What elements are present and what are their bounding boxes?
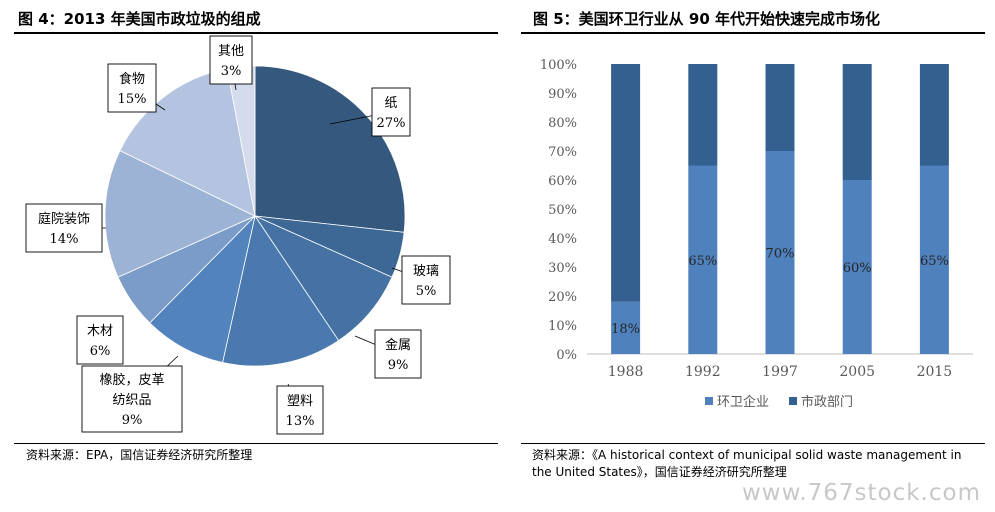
y-tick-label: 50% xyxy=(548,203,577,218)
slice-category-label-5: 木材 xyxy=(87,324,113,339)
bar-sanitation-enterprise-2015 xyxy=(919,165,949,354)
right-source-note-line1: 资料来源：《A historical context of municipal … xyxy=(532,448,962,462)
slice-category-label-2: 金属 xyxy=(385,337,411,353)
bar-municipal-department-1992 xyxy=(688,64,718,166)
callout-box-1 xyxy=(401,255,451,305)
right-chart-title: 图 5：美国环卫行业从 90 年代开始快速完成市场化 xyxy=(533,10,880,28)
y-tick-label: 40% xyxy=(548,232,577,247)
slice-value-label-3: 13% xyxy=(286,414,315,429)
slice-category-label-4: 纺织品 xyxy=(112,393,151,408)
site-watermark: www.767stock.com xyxy=(741,480,981,506)
slice-value-label-2: 9% xyxy=(388,358,409,373)
x-tick-label: 1992 xyxy=(685,364,721,380)
slice-category-label-1: 玻璃 xyxy=(413,264,439,279)
bar-data-label: 70% xyxy=(766,247,795,262)
y-tick-label: 80% xyxy=(548,116,577,131)
callout-box-6 xyxy=(25,203,103,253)
bar-sanitation-enterprise-1997 xyxy=(765,151,795,354)
legend-swatch-0 xyxy=(705,397,713,405)
bar-sanitation-enterprise-2005 xyxy=(842,180,872,354)
slice-category-label-0: 纸 xyxy=(384,96,397,111)
slice-value-label-0: 27% xyxy=(377,116,406,131)
x-tick-label: 1997 xyxy=(762,364,798,380)
left-chart-title: 图 4：2013 年美国市政垃圾的组成 xyxy=(18,10,261,28)
callout-box-5 xyxy=(76,315,124,365)
callout-box-7 xyxy=(107,63,157,113)
bar-municipal-department-2015 xyxy=(919,64,949,166)
callout-box-2 xyxy=(374,329,422,379)
y-tick-label: 60% xyxy=(548,174,577,189)
bar-data-label: 65% xyxy=(688,254,717,269)
right-title-rule xyxy=(521,32,985,34)
slice-category-label-3: 塑料 xyxy=(287,394,313,409)
y-tick-label: 20% xyxy=(548,290,577,305)
slice-value-label-1: 5% xyxy=(416,284,437,299)
callout-box-8 xyxy=(209,35,253,85)
slice-value-label-5: 6% xyxy=(90,344,111,359)
x-tick-label: 1988 xyxy=(608,364,644,380)
right-source-rule xyxy=(521,443,985,444)
callout-box-0 xyxy=(371,87,411,137)
y-tick-label: 90% xyxy=(548,87,577,102)
bar-municipal-department-1988 xyxy=(611,64,641,302)
left-title-rule xyxy=(14,32,498,34)
left-source-rule xyxy=(14,443,498,444)
slice-value-label-6: 14% xyxy=(50,232,79,247)
bar-data-label: 65% xyxy=(920,254,949,269)
x-tick-label: 2015 xyxy=(917,364,953,380)
bar-sanitation-enterprise-1988 xyxy=(611,301,641,354)
bar-municipal-department-2005 xyxy=(842,64,872,180)
slice-category-label-4: 橡胶，皮革 xyxy=(99,372,164,388)
legend-label-0: 环卫企业 xyxy=(717,394,769,410)
callout-box-4 xyxy=(81,365,183,433)
callout-box-3 xyxy=(276,385,324,435)
pie-slice-3 xyxy=(222,215,340,367)
slice-value-label-8: 3% xyxy=(221,64,242,79)
pie-slice-6 xyxy=(104,150,256,278)
y-tick-label: 0% xyxy=(556,348,577,363)
bar-sanitation-enterprise-1992 xyxy=(688,165,718,354)
bar-municipal-department-1997 xyxy=(765,64,795,151)
slice-value-label-7: 15% xyxy=(118,92,147,107)
legend-label-1: 市政部门 xyxy=(801,394,853,410)
bar-data-label: 60% xyxy=(843,261,872,276)
slice-category-label-8: 其他 xyxy=(218,44,244,59)
slice-value-label-4: 9% xyxy=(122,413,143,428)
stacked-bar-chart: 0% 10% 20% 30% 40% 50% 60% 70% 80% 90% 100% 18% 1988… xyxy=(540,58,973,410)
right-source-note-line2: the United States》，国信证券经济研究所整理 xyxy=(532,465,787,479)
legend-swatch-1 xyxy=(789,397,797,405)
pie-slice-4 xyxy=(149,214,256,363)
pie-slice-0 xyxy=(254,65,406,233)
y-tick-label: 70% xyxy=(548,145,577,160)
x-tick-label: 2005 xyxy=(839,364,875,380)
slice-category-label-7: 食物 xyxy=(119,71,145,87)
left-source-note: 资料来源：EPA，国信证券经济研究所整理 xyxy=(26,448,253,462)
y-tick-label: 30% xyxy=(548,261,577,276)
y-tick-label: 10% xyxy=(548,319,577,334)
y-tick-label: 100% xyxy=(540,58,577,73)
bar-data-label: 18% xyxy=(611,322,640,337)
pie-slice-2 xyxy=(253,215,393,342)
slice-category-label-6: 庭院装饰 xyxy=(38,211,90,227)
